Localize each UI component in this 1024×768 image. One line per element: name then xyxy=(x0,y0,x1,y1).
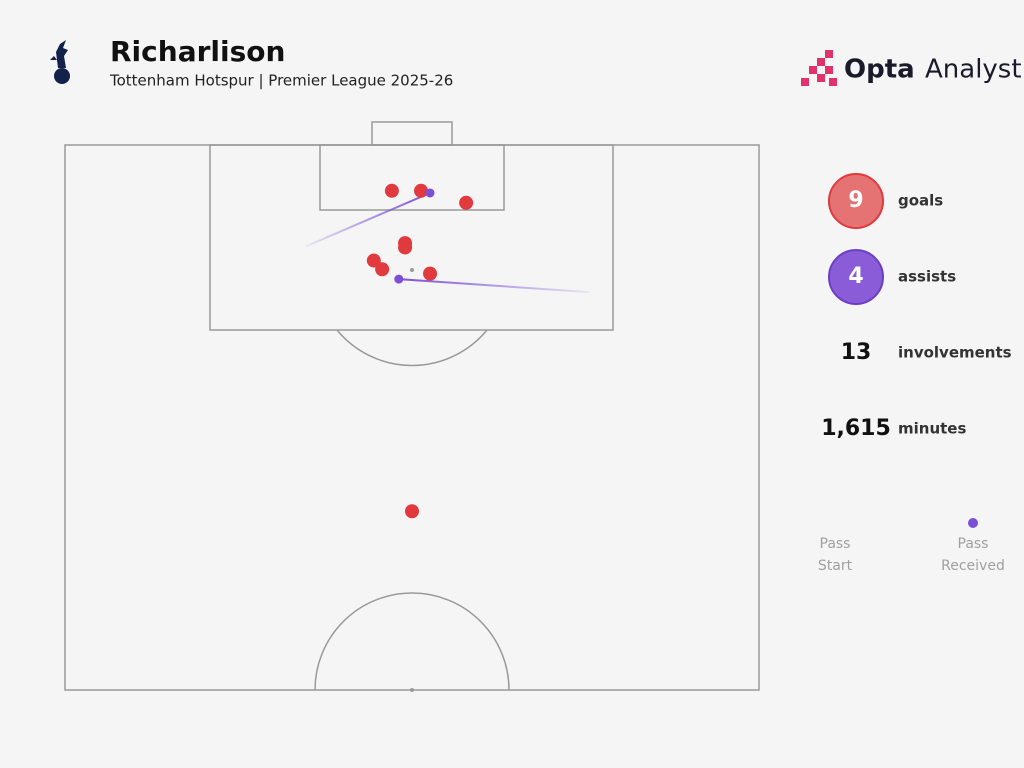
stat-value: 13 xyxy=(841,340,872,365)
legend-label: Pass xyxy=(958,536,989,552)
brand-name: Opta xyxy=(844,55,915,85)
pitch-markings xyxy=(64,121,760,692)
legend: Pass Start Pass Received xyxy=(818,518,1005,574)
stat-value: 4 xyxy=(848,264,863,289)
stat-label: goals xyxy=(898,192,943,210)
legend-label: Pass xyxy=(820,536,851,552)
stat-value: 1,615 xyxy=(821,416,891,441)
assist-pass xyxy=(398,278,590,294)
title: Richarlison xyxy=(110,35,285,68)
assist-pass xyxy=(305,192,431,248)
assist-received xyxy=(394,274,404,284)
stat-label: involvements xyxy=(898,344,1012,362)
goal-shot xyxy=(405,504,419,519)
stat-label: assists xyxy=(898,268,956,286)
club-badge xyxy=(50,40,70,84)
stat-label: minutes xyxy=(898,420,966,438)
goal-shot xyxy=(375,262,390,277)
brand-suffix: Analyst xyxy=(925,55,1022,85)
subtitle: Tottenham Hotspur | Premier League 2025-… xyxy=(109,72,453,90)
goal-shot xyxy=(384,183,399,198)
assist-received xyxy=(425,188,435,198)
goal-shot xyxy=(459,195,474,210)
goal-shot xyxy=(414,183,429,198)
stat-badge xyxy=(828,249,884,305)
stat-badge xyxy=(828,173,884,229)
legend-label: Received xyxy=(941,558,1005,574)
brand-logo xyxy=(801,50,837,86)
legend-dot xyxy=(968,518,978,528)
goal-shot xyxy=(423,266,438,281)
goal-shot xyxy=(366,253,381,268)
stat-value: 9 xyxy=(848,188,863,213)
legend-label: Start xyxy=(818,558,853,574)
goal-shot xyxy=(398,240,413,255)
